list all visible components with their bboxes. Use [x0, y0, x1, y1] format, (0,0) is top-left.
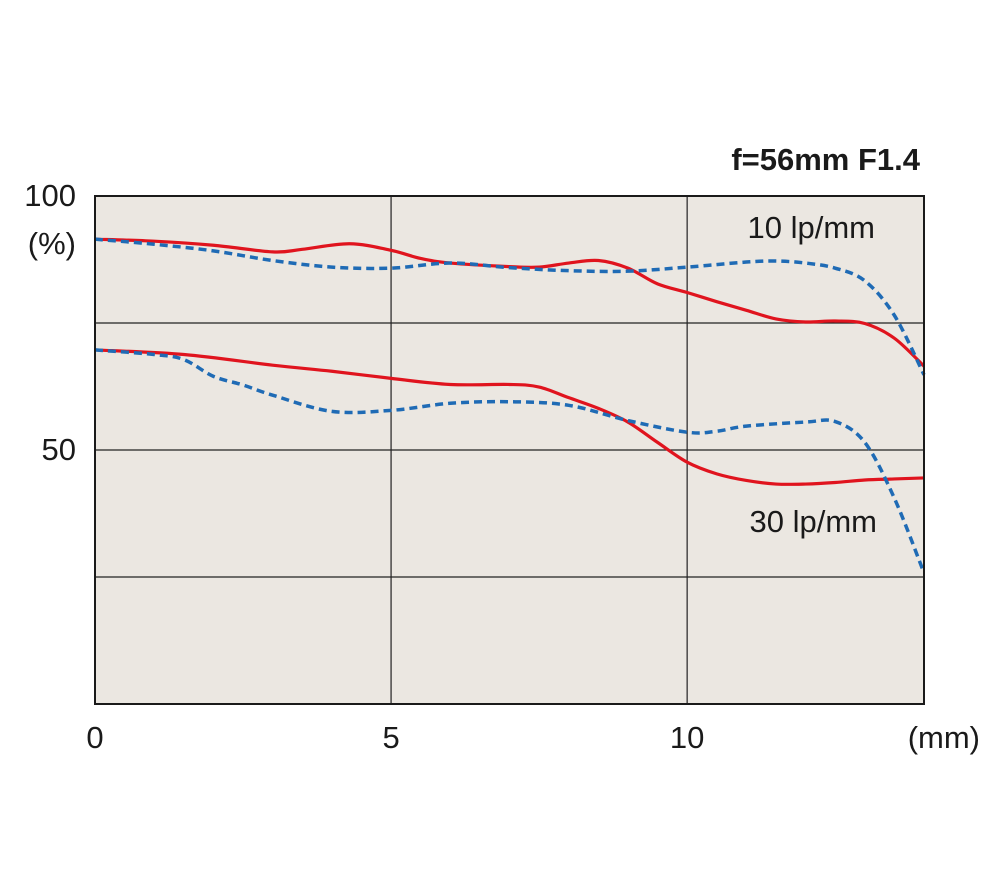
- x-tick-label: 10: [670, 720, 704, 755]
- y-tick-label: 50: [42, 432, 76, 467]
- annotation-10-lp-mm: 10 lp/mm: [748, 210, 875, 245]
- series-layer: [94, 237, 926, 574]
- series-line-4-dashed: [94, 348, 926, 574]
- series-line-1-solid: [94, 237, 926, 368]
- y-tick-label: 100: [24, 178, 76, 213]
- x-tick-labels: 0 5 10: [86, 720, 704, 755]
- series-line-2-dashed: [94, 237, 926, 376]
- x-tick-label: 0: [86, 720, 103, 755]
- series-line-3-solid: [94, 348, 925, 486]
- plot-frame: [94, 195, 925, 705]
- x-axis-unit-label: (mm): [908, 720, 980, 755]
- y-axis-unit-label: (%): [28, 226, 76, 261]
- x-tick-label: 5: [382, 720, 399, 755]
- chart-title: f=56mm F1.4: [731, 142, 920, 177]
- annotation-30-lp-mm: 30 lp/mm: [750, 504, 877, 539]
- y-tick-labels: 50 100: [24, 178, 76, 467]
- grid-lines: [95, 196, 924, 704]
